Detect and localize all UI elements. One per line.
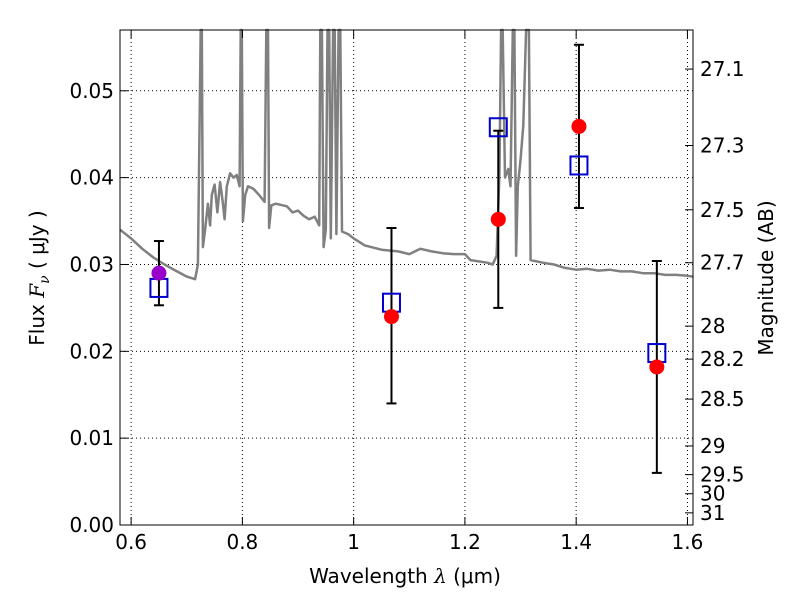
x-tick-label: 1	[347, 530, 360, 554]
y-axis: 0.00 0.01 0.02 0.03 0.04 0.05	[69, 79, 128, 537]
y-tick-label: 0.00	[69, 513, 114, 537]
observed-point-marker	[571, 118, 587, 134]
right-axis-label: Magnitude (AB)	[754, 200, 778, 355]
plot-frame	[119, 29, 694, 526]
model-square-marker	[488, 117, 508, 138]
right-tick-label: 29	[700, 434, 725, 458]
right-tick-label: 28.2	[700, 347, 745, 371]
observed-point-marker	[383, 309, 399, 325]
right-tick-label: 27.5	[700, 198, 745, 222]
y-tick-label: 0.05	[69, 79, 114, 103]
observed-point-marker	[649, 359, 665, 375]
x-tick-label: 1.2	[449, 530, 481, 554]
right-tick-label: 27.7	[700, 251, 745, 275]
right-tick-label: 27.1	[700, 57, 745, 81]
error-bars	[153, 43, 662, 474]
model-spectrum-line	[119, 28, 694, 281]
y-axis-label: Flux Fν ( μJy )	[25, 210, 53, 345]
right-tick-label: 29.5	[700, 463, 745, 487]
x-tick-label: 0.6	[115, 530, 147, 554]
y-tick-label: 0.03	[69, 252, 114, 276]
x-axis: 0.6 0.8 1 1.2 1.4 1.6	[115, 30, 703, 554]
grid	[120, 30, 693, 526]
right-tick-label: 27.3	[700, 134, 745, 158]
right-tick-label: 28	[700, 314, 725, 338]
x-tick-label: 1.4	[560, 530, 592, 554]
observed-point-marker	[490, 211, 506, 227]
x-tick-label: 1.6	[672, 530, 704, 554]
y-tick-label: 0.02	[69, 339, 114, 363]
right-tick-label: 28.5	[700, 387, 745, 411]
y-tick-label: 0.01	[69, 426, 114, 450]
y-tick-label: 0.04	[69, 166, 114, 190]
right-tick-label: 30	[700, 482, 725, 506]
model-spectrum	[119, 28, 694, 281]
data-markers	[149, 117, 667, 375]
x-tick-label: 0.8	[226, 530, 258, 554]
right-tick-label: 31	[700, 501, 725, 525]
model-square-marker	[569, 155, 589, 176]
x-axis-label: Wavelength λ (μm)	[309, 564, 501, 588]
observed-point-marker	[151, 265, 167, 281]
